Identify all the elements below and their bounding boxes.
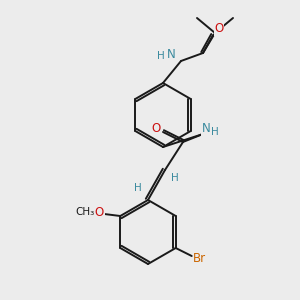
Text: N: N bbox=[202, 122, 210, 136]
Text: H: H bbox=[211, 127, 219, 137]
Text: O: O bbox=[152, 122, 160, 134]
Text: O: O bbox=[95, 206, 104, 218]
Text: Br: Br bbox=[193, 253, 206, 266]
Text: H: H bbox=[134, 183, 142, 193]
Text: N: N bbox=[167, 47, 176, 61]
Text: H: H bbox=[171, 173, 179, 183]
Text: H: H bbox=[157, 51, 165, 61]
Text: O: O bbox=[214, 22, 224, 35]
Text: CH₃: CH₃ bbox=[76, 207, 95, 217]
